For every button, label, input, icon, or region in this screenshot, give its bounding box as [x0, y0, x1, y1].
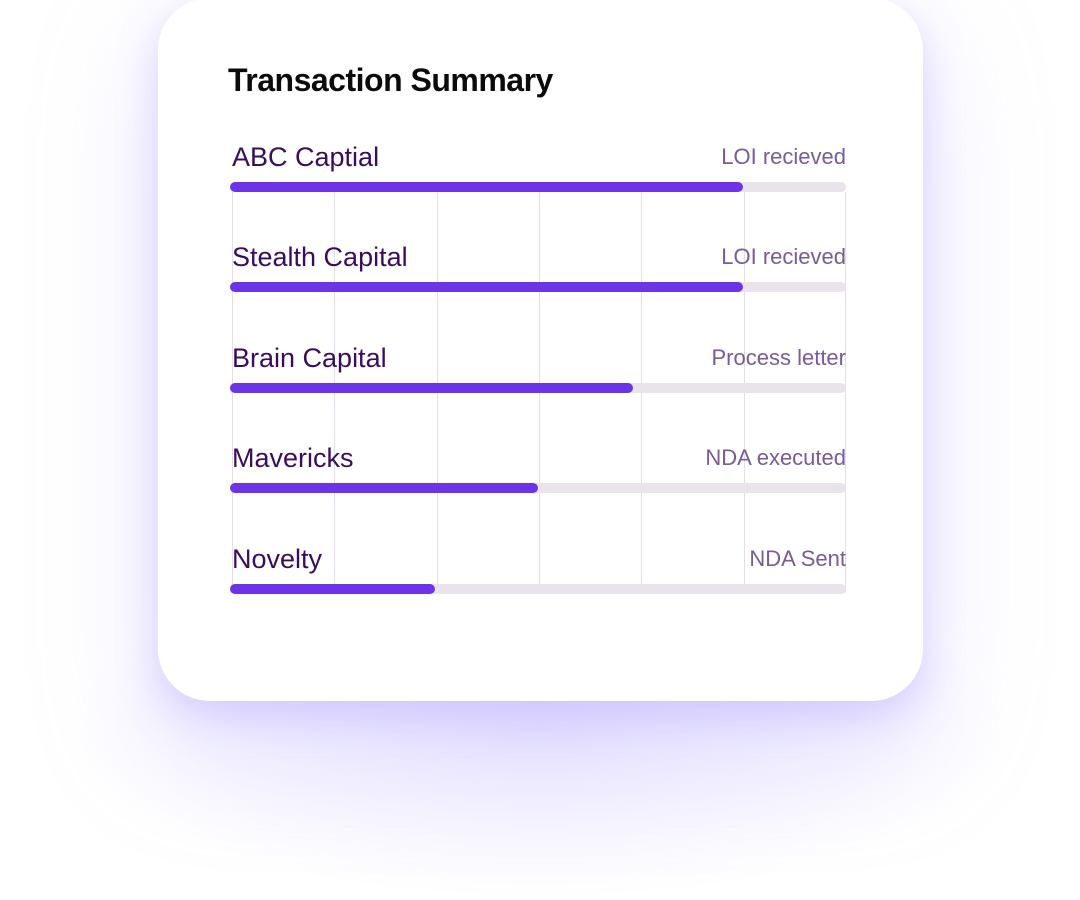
progress-chart: ABC Captial LOI recieved Stealth Capital…: [230, 138, 846, 598]
transaction-summary-card: Transaction Summary ABC Captial LOI reci…: [158, 0, 923, 701]
deal-status: Process letter: [711, 345, 847, 370]
investor-name: ABC Captial: [232, 142, 380, 172]
transaction-row: Stealth Capital LOI recieved: [230, 238, 846, 294]
progress-fill: [230, 584, 436, 594]
progress-fill: [230, 182, 744, 192]
transaction-row: Brain Capital Process letter: [230, 339, 846, 395]
card-title: Transaction Summary: [228, 62, 553, 98]
progress-fill: [230, 383, 634, 393]
progress-track: [230, 182, 846, 192]
deal-status: NDA executed: [705, 445, 846, 470]
transaction-row: ABC Captial LOI recieved: [230, 138, 846, 194]
progress-track: [230, 584, 846, 594]
progress-track: [230, 282, 846, 292]
investor-name: Mavericks: [232, 443, 354, 473]
investor-name: Brain Capital: [232, 343, 387, 373]
deal-status: LOI recieved: [721, 144, 846, 169]
progress-track: [230, 483, 846, 493]
deal-status: NDA Sent: [749, 546, 846, 571]
progress-track: [230, 383, 846, 393]
progress-fill: [230, 483, 538, 493]
transaction-row: Novelty NDA Sent: [230, 540, 846, 596]
investor-name: Novelty: [232, 544, 323, 574]
deal-status: LOI recieved: [721, 244, 846, 269]
gridline: [845, 192, 846, 593]
investor-name: Stealth Capital: [232, 242, 408, 272]
transaction-row: Mavericks NDA executed: [230, 439, 846, 495]
progress-fill: [230, 282, 744, 292]
